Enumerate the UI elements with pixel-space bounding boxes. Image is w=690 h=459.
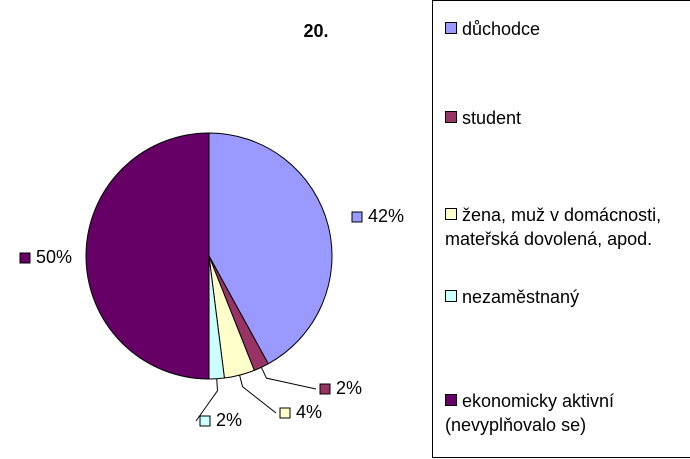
legend-swatch [445,22,457,34]
leader-line [195,378,218,422]
legend-label: žena, muž v domácnosti, mateřská dovolen… [445,205,662,249]
pie-slice [208,132,333,365]
chart-title: 20. [303,21,328,41]
legend-label: student [462,108,522,128]
legend-entry: student [445,106,675,130]
legend: důchodce student žena, muž v domácnosti, m… [432,0,690,458]
data-label: 2% [216,410,242,430]
legend-entry: nezaměstnaný [445,285,675,309]
legend-swatch [445,208,457,220]
label-swatch [279,407,291,419]
legend-entry: ekonomicky aktivní (nevyplňovalo se) [445,389,675,437]
legend-label: důchodce [462,19,541,39]
label-swatch [19,252,31,264]
data-label: 4% [296,402,322,422]
legend-entry: důchodce [445,17,675,41]
data-label: 2% [336,378,362,398]
legend-label: nezaměstnaný [462,287,580,307]
legend-entry: žena, muž v domácnosti, mateřská dovolen… [445,203,675,251]
legend-swatch [445,290,457,302]
data-label: 42% [368,206,404,226]
pie-area: 20. 42% 2% 4% 2% 50% [19,21,404,430]
legend-swatch [445,394,457,406]
pie-slice [85,132,210,380]
label-swatch [199,415,211,427]
leader-line [239,375,277,414]
leader-line [260,367,317,390]
legend-label: ekonomicky aktivní (nevyplňovalo se) [445,391,615,435]
data-label: 50% [36,247,72,267]
label-swatch [319,383,331,395]
legend-swatch [445,111,457,123]
label-swatch [351,211,363,223]
